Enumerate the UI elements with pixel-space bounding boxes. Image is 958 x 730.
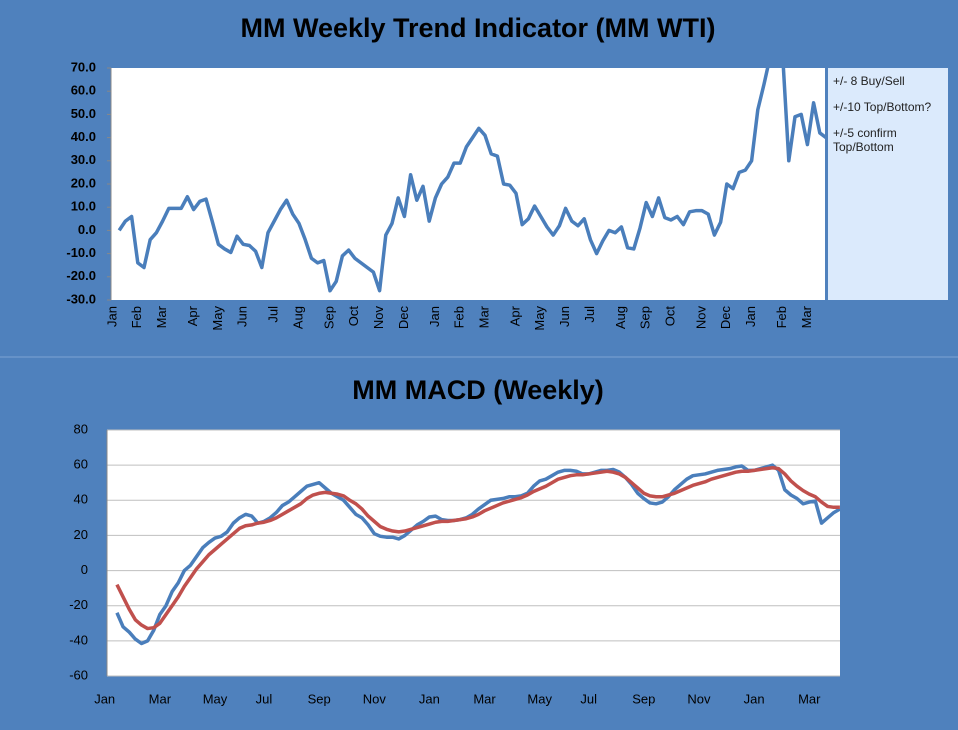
x-tick-label: Nov — [363, 691, 387, 706]
chart-title: MM Weekly Trend Indicator (MM WTI) — [240, 13, 715, 43]
x-tick-label: Jan — [419, 691, 440, 706]
x-tick-label: Feb — [129, 306, 144, 328]
series-line — [117, 68, 825, 293]
y-tick-label: 80 — [74, 421, 88, 436]
y-tick-label: -60 — [69, 667, 88, 682]
x-tick-label: Jul — [266, 306, 281, 323]
annotation-box: +/- 8 Buy/Sell +/-10 Top/Bottom? +/-5 co… — [828, 68, 948, 300]
y-tick-label: -10.0 — [66, 245, 96, 260]
y-tick-label: 30.0 — [71, 152, 96, 167]
x-tick-label: Mar — [149, 691, 172, 706]
x-tick-label: Mar — [473, 691, 496, 706]
x-tick-label: Jul — [580, 691, 597, 706]
x-tick-label: Apr — [185, 305, 200, 326]
x-tick-label: Nov — [687, 691, 711, 706]
x-tick-label: May — [532, 306, 547, 331]
x-tick-label: May — [210, 306, 225, 331]
x-tick-label: Aug — [613, 306, 628, 329]
x-tick-label: Jul — [256, 691, 273, 706]
x-tick-label: Nov — [371, 306, 386, 330]
y-tick-label: -20 — [69, 597, 88, 612]
x-tick-label: Oct — [346, 306, 361, 327]
x-tick-label: Sep — [321, 306, 336, 329]
y-tick-label: 10.0 — [71, 199, 96, 214]
y-tick-label: 60 — [74, 457, 88, 472]
y-tick-label: 20.0 — [71, 175, 96, 190]
x-tick-label: Jan — [743, 306, 758, 327]
x-tick-label: Jun — [235, 306, 250, 327]
y-tick-label: 0.0 — [78, 222, 96, 237]
x-tick-label: Jun — [557, 306, 572, 327]
y-tick-label: 0 — [81, 562, 88, 577]
x-tick-label: Mar — [154, 305, 169, 328]
x-tick-label: Jan — [744, 691, 765, 706]
y-tick-label: 50.0 — [71, 106, 96, 121]
x-tick-label: May — [527, 691, 552, 706]
x-tick-label: Apr — [507, 305, 522, 326]
x-tick-label: Mar — [799, 305, 814, 328]
y-tick-label: -40 — [69, 632, 88, 647]
x-tick-label: Jan — [104, 306, 119, 327]
series-line — [115, 463, 840, 646]
y-tick-label: -20.0 — [66, 268, 96, 283]
x-tick-label: Oct — [662, 306, 677, 327]
x-tick-label: Aug — [290, 306, 305, 329]
plot-area — [111, 68, 825, 300]
x-tick-label: May — [203, 691, 228, 706]
x-tick-label: Feb — [452, 306, 467, 328]
x-tick-label: Feb — [774, 306, 789, 328]
y-tick-label: 60.0 — [71, 83, 96, 98]
x-tick-label: Nov — [693, 306, 708, 330]
x-tick-label: Sep — [638, 306, 653, 329]
annotation: +/-10 Top/Bottom? — [833, 100, 932, 114]
x-tick-label: Mar — [476, 305, 491, 328]
x-tick-label: Sep — [308, 691, 331, 706]
y-tick-label: -30.0 — [66, 291, 96, 306]
x-tick-label: Dec — [718, 306, 733, 330]
x-tick-label: Sep — [632, 691, 655, 706]
annotation: +/-5 confirm Top/Bottom — [833, 126, 897, 154]
annotation: +/- 8 Buy/Sell — [833, 74, 905, 88]
y-tick-label: 20 — [74, 527, 88, 542]
x-tick-label: Dec — [396, 306, 411, 330]
chart-title: MM MACD (Weekly) — [352, 375, 604, 405]
x-tick-label: Jul — [582, 306, 597, 323]
x-tick-label: Jan — [427, 306, 442, 327]
series-line — [115, 466, 840, 631]
x-tick-label: Mar — [798, 691, 821, 706]
y-tick-label: 70.0 — [71, 59, 96, 74]
y-tick-label: 40.0 — [71, 129, 96, 144]
x-tick-label: Jan — [94, 691, 115, 706]
y-tick-label: 40 — [74, 492, 88, 507]
